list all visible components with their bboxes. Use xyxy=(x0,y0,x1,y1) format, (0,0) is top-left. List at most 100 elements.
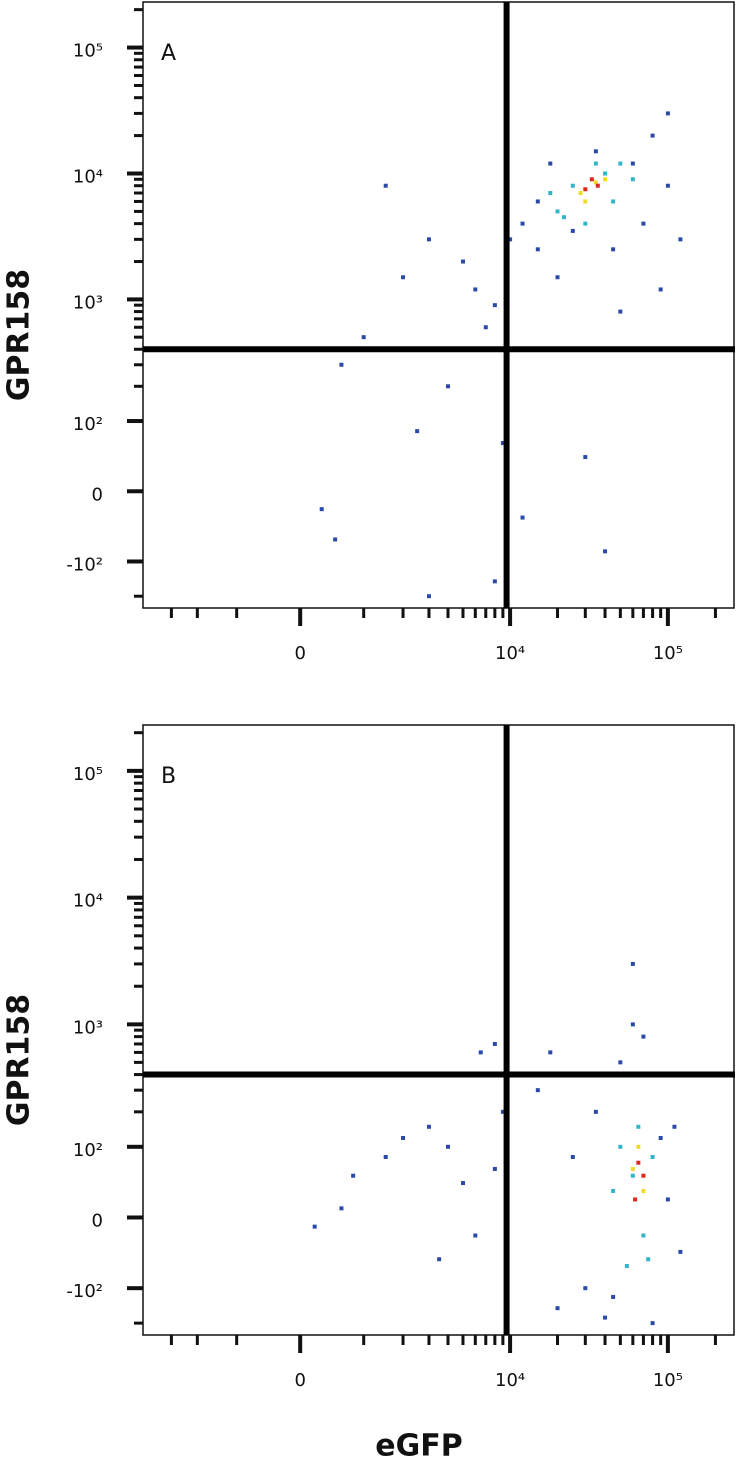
event-dot xyxy=(473,1233,478,1238)
event-dot xyxy=(339,362,344,367)
event-dot xyxy=(665,1197,670,1202)
y-tick-label: 10⁴ xyxy=(73,891,103,912)
event-dot xyxy=(312,1224,317,1229)
event-dot xyxy=(578,191,583,196)
event-dot xyxy=(548,161,553,166)
event-dot xyxy=(633,1197,638,1202)
event-dot xyxy=(611,1188,616,1193)
event-dot xyxy=(492,1041,497,1046)
event-dot xyxy=(520,515,525,520)
event-dot xyxy=(678,237,683,242)
event-dot xyxy=(339,1206,344,1211)
event-dot xyxy=(611,1294,616,1299)
event-dot xyxy=(658,287,663,292)
y-tick-label: 10² xyxy=(73,414,103,435)
event-dot xyxy=(665,183,670,188)
plot-frame xyxy=(142,724,735,1336)
event-dot xyxy=(636,1124,641,1129)
y-tick-label: 0 xyxy=(92,1210,103,1231)
event-dot xyxy=(426,1124,431,1129)
event-dot xyxy=(460,1181,465,1186)
event-dot xyxy=(535,199,540,204)
event-dot xyxy=(570,1154,575,1159)
x-axis-title: eGFP xyxy=(375,1429,462,1464)
event-dot xyxy=(641,1034,646,1039)
event-dot xyxy=(630,961,635,966)
y-tick-label: 10³ xyxy=(73,292,103,313)
event-dot xyxy=(589,177,594,182)
event-dot xyxy=(555,275,560,280)
y-axis-title: GPR158 xyxy=(2,269,37,401)
event-dot xyxy=(548,1050,553,1055)
x-tick-label: 0 xyxy=(294,643,305,664)
event-dot xyxy=(611,247,616,252)
x-tick-label: 10⁴ xyxy=(495,643,525,664)
event-dot xyxy=(351,1173,356,1178)
event-dot xyxy=(595,183,600,188)
event-dot xyxy=(603,171,608,176)
x-tick-label: 10⁵ xyxy=(653,643,683,664)
event-dot xyxy=(492,303,497,308)
event-dot xyxy=(383,1154,388,1159)
event-dot xyxy=(636,1160,641,1165)
event-dot xyxy=(583,1286,588,1291)
event-dot xyxy=(593,1109,598,1114)
y-tick-label: 0 xyxy=(92,484,103,505)
event-dot xyxy=(383,183,388,188)
event-dot xyxy=(548,191,553,196)
event-dot xyxy=(658,1135,663,1140)
event-dot xyxy=(603,1315,608,1320)
event-dot xyxy=(650,1321,655,1326)
x-tick-label: 10⁵ xyxy=(653,1370,683,1391)
event-dot xyxy=(473,287,478,292)
plot-frame xyxy=(142,1,735,609)
event-dot xyxy=(319,507,324,512)
event-dot xyxy=(535,1088,540,1093)
event-dot xyxy=(641,221,646,226)
event-dot xyxy=(426,594,431,599)
event-dot xyxy=(611,199,616,204)
event-dot xyxy=(641,1233,646,1238)
event-dot xyxy=(593,149,598,154)
y-tick-label: -10² xyxy=(66,1281,103,1302)
panel-label: A xyxy=(161,41,176,66)
event-dot xyxy=(446,1144,451,1149)
event-dot xyxy=(492,579,497,584)
event-dot xyxy=(446,384,451,389)
event-dot xyxy=(678,1249,683,1254)
event-dot xyxy=(401,1135,406,1140)
event-dot xyxy=(641,1188,646,1193)
event-dot xyxy=(460,259,465,264)
event-dot xyxy=(401,275,406,280)
event-dot xyxy=(583,187,588,192)
event-dot xyxy=(618,1060,623,1065)
event-dot xyxy=(520,221,525,226)
event-dot xyxy=(426,237,431,242)
y-tick-label: 10⁵ xyxy=(73,764,103,785)
event-dot xyxy=(665,111,670,116)
y-tick-label: 10⁴ xyxy=(73,167,103,188)
event-dot xyxy=(583,199,588,204)
event-dot xyxy=(636,1144,641,1149)
event-dot xyxy=(492,1166,497,1171)
event-dot xyxy=(630,1022,635,1027)
event-dot xyxy=(570,183,575,188)
event-dot xyxy=(630,1173,635,1178)
event-dot xyxy=(618,309,623,314)
event-dot xyxy=(500,1109,505,1114)
event-dot xyxy=(570,228,575,233)
event-dot xyxy=(535,247,540,252)
event-dot xyxy=(508,237,513,242)
y-tick-label: -10² xyxy=(66,554,103,575)
event-dot xyxy=(500,441,505,446)
y-tick-label: 10² xyxy=(73,1140,103,1161)
event-dot xyxy=(437,1257,442,1262)
event-dot xyxy=(483,325,488,330)
event-dot xyxy=(555,1306,560,1311)
event-dot xyxy=(361,335,366,340)
event-dot xyxy=(618,1144,623,1149)
event-dot xyxy=(618,161,623,166)
y-tick-label: 10⁵ xyxy=(73,41,103,62)
event-dot xyxy=(562,215,567,220)
